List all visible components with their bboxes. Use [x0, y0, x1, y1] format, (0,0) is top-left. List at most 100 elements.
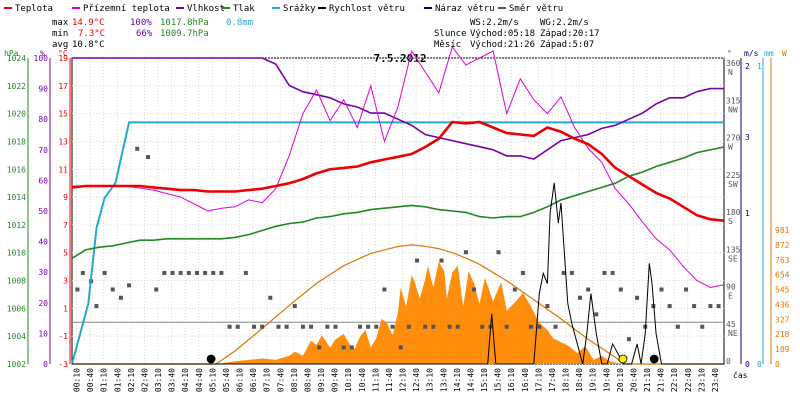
x-tick-label: 10:40	[358, 368, 367, 392]
wind-dir-point	[594, 312, 599, 317]
wind-dir-point	[390, 324, 395, 329]
hpa-tick-label: 1010	[7, 249, 26, 258]
wind-dir-point	[512, 287, 517, 292]
wind-dir-point	[178, 270, 183, 275]
x-tick-label: 19:40	[602, 368, 611, 392]
stat-sunset: Západ:20:17	[540, 29, 600, 39]
wind-dir-point	[504, 324, 509, 329]
rain-tick-label: 1	[757, 62, 762, 71]
x-tick-label: 18:40	[575, 368, 584, 392]
wind-dir-point	[276, 324, 281, 329]
wind-speed-line	[72, 182, 724, 365]
hum-tick-label: 50	[38, 207, 48, 216]
temp-tick-label: 15	[58, 110, 68, 119]
hpa-tick-label: 1002	[7, 360, 26, 369]
x-tick-label: 00:10	[73, 368, 82, 392]
x-tick-label: 16:10	[507, 368, 516, 392]
sun-tick-label: 109	[775, 345, 790, 354]
sun-tick-label: 327	[775, 315, 790, 324]
wind-dir-point	[243, 270, 248, 275]
dir-tick-name: N	[728, 68, 733, 77]
temp-tick-label: 11	[58, 165, 68, 174]
dir-tick-deg: 45	[726, 320, 736, 329]
dir-tick-name: NW	[728, 105, 738, 114]
x-tick-label: 23:40	[711, 368, 720, 392]
unit-rain: mm	[764, 49, 774, 58]
wind-dir-point	[463, 250, 468, 255]
x-tick-label: 20:10	[616, 368, 625, 392]
wind-dir-point	[537, 324, 542, 329]
humidity-line	[72, 57, 724, 160]
dir-tick-deg: 360	[726, 59, 741, 68]
stat-ws: WS:2.2m/s	[470, 18, 519, 28]
wind-dir-point	[692, 304, 697, 309]
hum-tick-label: 100	[34, 54, 49, 63]
x-tick-label: 00:40	[86, 368, 95, 392]
sun-tick-label: 763	[775, 256, 790, 265]
sun-tick-label: 436	[775, 300, 790, 309]
wind-dir-point	[235, 324, 240, 329]
wind-dir-point	[135, 146, 140, 151]
wind-dir-point	[610, 270, 615, 275]
wind-dir-point	[186, 270, 191, 275]
wind-dir-point	[520, 270, 525, 275]
wind-dir-point	[211, 270, 216, 275]
x-tick-label: 01:10	[100, 368, 109, 392]
wind-dir-point	[667, 304, 672, 309]
hpa-tick-label: 1022	[7, 82, 26, 91]
legend-label-hum: Vlhkost	[187, 4, 225, 14]
wind-dir-point	[94, 304, 99, 309]
wind-dir-point	[602, 270, 607, 275]
wind-dir-point	[415, 258, 420, 263]
sun-theoretical-line	[72, 244, 724, 365]
wind-dir-point	[300, 324, 305, 329]
x-tick-label: 03:40	[168, 368, 177, 392]
wind-dir-point	[545, 304, 550, 309]
dir-tick-deg: 0	[726, 357, 731, 366]
dir-tick-deg: 90	[726, 283, 736, 292]
sun-tick-label: 218	[775, 330, 790, 339]
legend-label-press: Tlak	[233, 4, 255, 14]
legend-item-temp: Teplota	[4, 4, 53, 14]
hum-tick-label: 70	[38, 146, 48, 155]
ground-temp-line	[72, 45, 725, 289]
sun-tick-label: 545	[775, 286, 790, 295]
wind-tick-label: 3	[745, 133, 750, 142]
series-layer	[71, 45, 725, 365]
wind-dir-point	[716, 304, 721, 309]
wind-dir-point	[317, 345, 322, 350]
wind-dir-point	[398, 345, 403, 350]
sun-tick-label: 654	[775, 271, 790, 280]
unit-hum: %	[40, 49, 45, 58]
wind-dir-point	[431, 324, 436, 329]
x-tick-label: 15:10	[480, 368, 489, 392]
legend-label-dew: Přízemní teplota	[83, 4, 170, 14]
dir-tick-deg: 270	[726, 134, 741, 143]
stat-min-press: 1009.7hPa	[160, 29, 209, 39]
stat-moonset: Západ:5:07	[540, 40, 594, 50]
temp-tick-label: 19	[58, 54, 68, 63]
hpa-tick-label: 1004	[7, 332, 26, 341]
stat-moon-label: Měsíc	[434, 40, 461, 50]
x-tick-label: 01:40	[113, 368, 122, 392]
sun-tick-label: 872	[775, 241, 790, 250]
wind-dir-point	[325, 324, 330, 329]
sun-tick-label: 0	[775, 360, 780, 369]
stat-min-label: min	[52, 29, 68, 39]
wind-dir-point	[406, 324, 411, 329]
wind-dir-point	[80, 270, 85, 275]
x-tick-label: 14:40	[466, 368, 475, 392]
stat-max-label: max	[52, 18, 69, 28]
dir-tick-name: NE	[728, 329, 738, 338]
x-tick-label: 21:40	[657, 368, 666, 392]
rain-tick-label: 0	[757, 360, 762, 369]
wind-dir-point	[309, 324, 314, 329]
wind-dir-point	[374, 324, 379, 329]
wind-dir-point	[154, 287, 159, 292]
temp-tick-label: 7	[63, 221, 68, 230]
x-tick-label: 02:40	[140, 368, 149, 392]
moonset-marker	[206, 354, 216, 364]
unit-wind: m/s	[744, 49, 759, 58]
x-tick-label: 08:10	[290, 368, 299, 392]
dir-tick-deg: 135	[726, 245, 741, 254]
